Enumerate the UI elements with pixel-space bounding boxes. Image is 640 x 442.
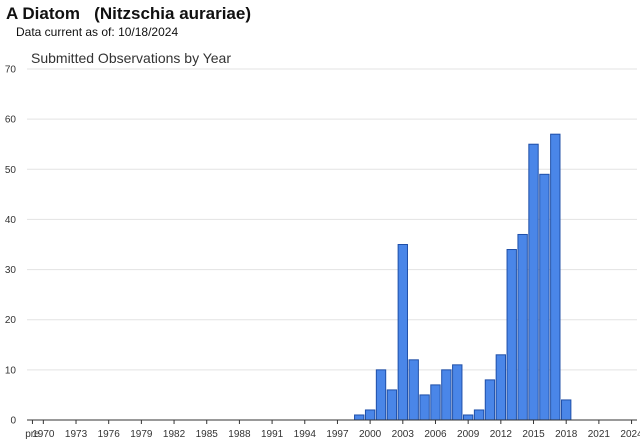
y-tick-label: 70 [5, 65, 17, 76]
x-tick-label: 1997 [326, 429, 349, 440]
data-current-note: Data current as of: 10/18/2024 [16, 25, 178, 39]
bar-2005 [419, 394, 430, 421]
x-tick-label: 1988 [228, 429, 251, 440]
bar-2011 [484, 379, 496, 421]
bar-2015 [528, 143, 539, 421]
data-current-date: 10/18/2024 [118, 25, 179, 39]
chart-title: Submitted Observations by Year [31, 50, 231, 66]
bar-2008 [452, 364, 463, 421]
y-axis-ticks: 0 10 20 30 40 50 60 70 [5, 65, 17, 427]
bar-2003 [397, 244, 408, 421]
x-tick-label: 2000 [359, 429, 382, 440]
x-tick-label: 1979 [130, 429, 153, 440]
x-tick-label: 1982 [163, 429, 186, 440]
x-tick-label: 1991 [261, 429, 284, 440]
bar-2000 [364, 409, 376, 421]
x-tick-label: 1973 [65, 429, 88, 440]
y-tick-label: 40 [5, 215, 17, 226]
x-tick-label: 2015 [522, 429, 545, 440]
x-tick-label: pre [25, 429, 40, 440]
x-tick-label: 2024 [620, 429, 640, 440]
scientific-name: (Nitzschia aurariae) [94, 4, 252, 23]
bar-2018 [561, 399, 572, 421]
y-tick-label: 0 [10, 416, 16, 427]
bar-2007 [441, 369, 452, 421]
common-name: A Diatom [6, 4, 80, 23]
x-tick-label: 1970 [32, 429, 55, 440]
data-current-label: Data current as of: [16, 25, 115, 39]
x-tick-label: 1976 [98, 429, 121, 440]
bar-2010 [473, 409, 485, 421]
bar-2001 [375, 369, 387, 421]
x-tick-label: 1994 [294, 429, 317, 440]
y-tick-label: 60 [5, 115, 17, 126]
x-tick-label: 2018 [555, 429, 578, 440]
y-tick-label: 50 [5, 165, 17, 176]
species-title: A Diatom (Nitzschia aurariae) [6, 4, 251, 24]
bar-2002 [386, 389, 398, 421]
bar-2012 [495, 354, 507, 421]
x-tick-label: 2003 [392, 429, 415, 440]
bar-2009 [462, 414, 474, 421]
bar-2013 [506, 249, 517, 421]
y-tick-label: 20 [5, 315, 17, 326]
bar-1999 [354, 414, 365, 421]
bar-2004 [408, 359, 419, 421]
x-tick-label: 2021 [588, 429, 611, 440]
y-tick-label: 30 [5, 265, 17, 276]
x-tick-label: 2009 [457, 429, 480, 440]
bar-2016 [539, 173, 550, 421]
bar-2014 [517, 233, 528, 421]
x-tick-label: 2006 [424, 429, 447, 440]
y-tick-label: 10 [5, 365, 17, 376]
x-tick-label: 2012 [490, 429, 513, 440]
bar-2017 [550, 133, 561, 421]
bars [354, 133, 572, 421]
bar-2006 [430, 384, 441, 421]
x-tick-label: 1985 [196, 429, 219, 440]
